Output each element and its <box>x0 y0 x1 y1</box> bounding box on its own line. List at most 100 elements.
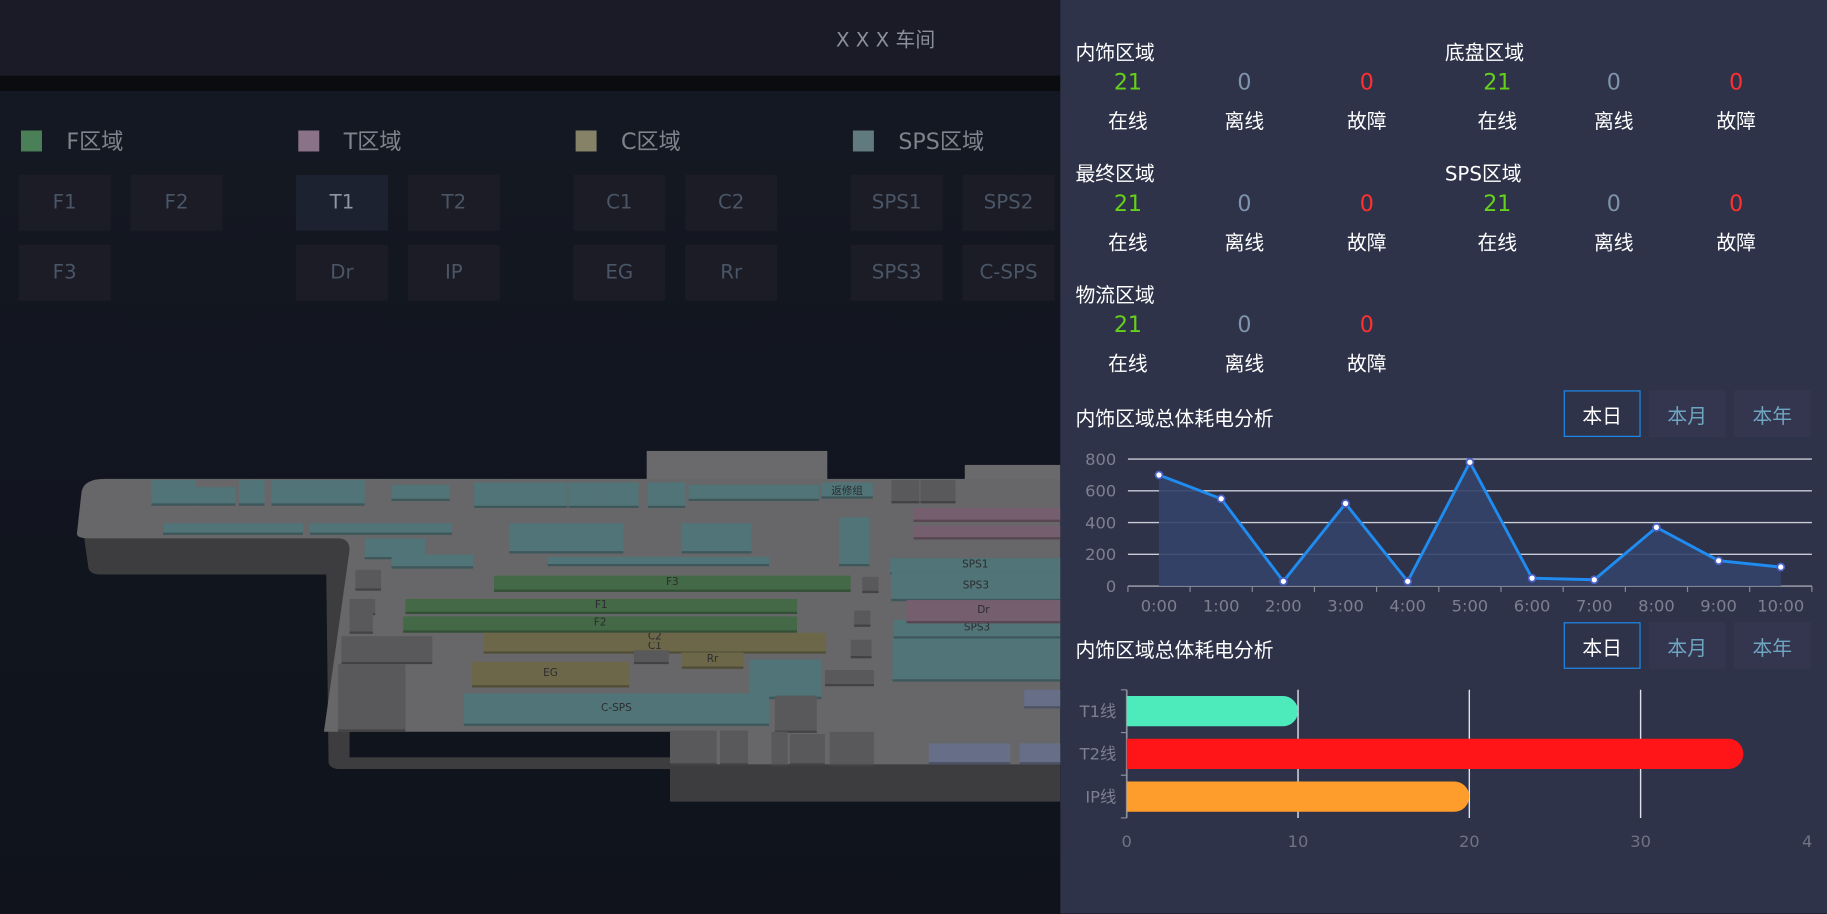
plate-raised-block <box>964 464 1061 481</box>
map-block <box>720 730 749 766</box>
tab-year[interactable]: 本年 <box>1733 622 1811 669</box>
zone-button-ip[interactable]: IP <box>407 244 500 301</box>
area-status-card: 物流区域 21 在线 0 离线 0 故障 <box>1075 278 1448 389</box>
map-zone-f2[interactable]: F2 <box>403 616 797 633</box>
plate-raised-block <box>646 450 828 481</box>
map-block <box>163 523 303 535</box>
offline-count: 0 <box>1237 69 1252 96</box>
x-tick-label: 4:00 <box>1389 597 1426 616</box>
data-point <box>1527 573 1537 583</box>
y-tick-label: T2线 <box>1079 745 1117 764</box>
data-point <box>1465 457 1475 467</box>
legend-swatch <box>20 130 42 152</box>
offline-label: 离线 <box>1593 231 1634 256</box>
map-zone-dr[interactable]: Dr <box>906 600 1061 624</box>
online-count: 21 <box>1483 191 1512 217</box>
data-point <box>1341 499 1350 508</box>
offline-count: 0 <box>1606 191 1621 217</box>
zone-button-sps1[interactable]: SPS1 <box>850 174 943 231</box>
fault-label: 故障 <box>1346 353 1387 377</box>
map-block <box>913 508 1061 523</box>
map-block <box>681 523 752 554</box>
zone-button-sps3[interactable]: SPS3 <box>850 244 943 301</box>
fault-label: 故障 <box>1716 231 1756 256</box>
map-block <box>838 517 870 567</box>
x-tick-label: 5:00 <box>1452 597 1489 616</box>
map-block <box>771 731 788 767</box>
online-count: 21 <box>1483 69 1512 96</box>
offline-count: 0 <box>1237 191 1252 217</box>
tab-month[interactable]: 本月 <box>1648 622 1726 669</box>
zone-button-c1[interactable]: C1 <box>573 174 666 231</box>
zone-button-c-sps[interactable]: C-SPS <box>962 244 1055 301</box>
fault-count: 0 <box>1359 312 1374 338</box>
map-block <box>913 525 1061 540</box>
y-tick-label: IP线 <box>1085 787 1116 806</box>
map-zone-rr[interactable]: Rr <box>681 652 744 669</box>
fault-label: 故障 <box>1346 231 1387 256</box>
zone-button-c2[interactable]: C2 <box>685 174 778 231</box>
legend-swatch <box>298 130 320 152</box>
tab-day[interactable]: 本日 <box>1563 622 1641 669</box>
map-zone-repair[interactable]: 返修组 <box>821 482 873 499</box>
zone-button-t1[interactable]: T1 <box>295 174 389 231</box>
area-title: SPS区域 <box>1444 163 1522 187</box>
online-label: 在线 <box>1108 231 1148 256</box>
map-block <box>474 482 568 509</box>
map-block <box>891 480 920 504</box>
zone-button-f1[interactable]: F1 <box>18 174 111 231</box>
map-block <box>391 554 474 569</box>
x-tick-label: 2:00 <box>1265 597 1302 616</box>
zone-button-t2[interactable]: T2 <box>407 174 500 231</box>
zone-button-f2[interactable]: F2 <box>130 174 223 231</box>
offline-label: 离线 <box>1224 110 1265 134</box>
x-tick-label: 6:00 <box>1514 597 1551 616</box>
tab-day[interactable]: 本日 <box>1563 390 1641 437</box>
map-zone-sps3b[interactable]: SPS3 <box>893 619 1061 639</box>
zone-button-rr[interactable]: Rr <box>685 244 778 301</box>
y-tick-label: 600 <box>1085 482 1116 501</box>
map-block <box>920 480 956 504</box>
map-block <box>928 743 1011 765</box>
map-zone-f1[interactable]: F1 <box>405 598 797 615</box>
tab-month[interactable]: 本月 <box>1648 390 1726 437</box>
y-tick-label: 400 <box>1085 513 1116 532</box>
zone-button-dr[interactable]: Dr <box>295 244 389 301</box>
bar-T1线 <box>1126 696 1299 727</box>
y-tick-label: 200 <box>1085 545 1116 564</box>
map-block <box>391 484 450 502</box>
x-tick-label: 10 <box>1288 832 1309 850</box>
fault-label: 故障 <box>1716 110 1756 134</box>
map-zone-csps[interactable]: C-SPS <box>463 693 770 726</box>
data-point <box>1216 494 1226 504</box>
map-block <box>669 730 717 766</box>
online-count: 21 <box>1113 191 1143 217</box>
map-zone-sps3a[interactable]: SPS3 <box>891 572 1061 602</box>
map-block <box>790 734 825 766</box>
map-zone-eg[interactable]: EG <box>471 661 630 688</box>
map-zone-f3[interactable]: F3 <box>494 575 851 592</box>
tab-year[interactable]: 本年 <box>1733 390 1811 437</box>
x-tick-label: 3:00 <box>1327 597 1364 616</box>
chart-title: 内饰区域总体耗电分析 <box>1075 407 1274 432</box>
data-point <box>1776 562 1786 572</box>
bar-IP线 <box>1126 781 1470 812</box>
x-tick-label: 0:00 <box>1141 597 1178 616</box>
map-block <box>195 487 236 506</box>
map-block <box>349 612 373 634</box>
legend-swatch <box>852 130 874 152</box>
map-block <box>824 669 874 687</box>
data-point <box>1589 575 1599 585</box>
offline-label: 离线 <box>1224 353 1265 377</box>
map-block <box>341 636 433 665</box>
zone-button-f3[interactable]: F3 <box>18 244 111 301</box>
zone-button-sps2[interactable]: SPS2 <box>962 174 1055 231</box>
zone-button-eg[interactable]: EG <box>573 244 666 301</box>
map-block <box>568 482 599 509</box>
data-point <box>1403 576 1413 586</box>
plate-side <box>83 535 1061 802</box>
x-tick-label: 8:00 <box>1638 597 1675 616</box>
map-block <box>337 664 406 732</box>
map-block <box>862 576 879 594</box>
online-label: 在线 <box>1477 110 1518 134</box>
